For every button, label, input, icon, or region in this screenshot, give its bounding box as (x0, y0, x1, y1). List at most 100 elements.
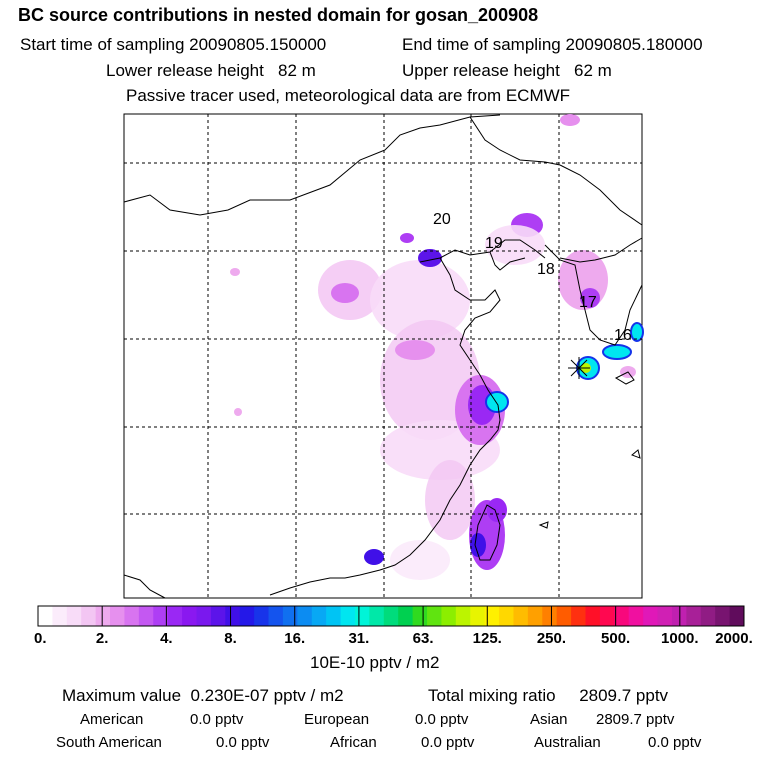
lower-height-label: Lower release height (106, 61, 264, 80)
colorbar-tick-label: 1000. (661, 630, 699, 647)
colorbar-cell (297, 606, 313, 626)
end-time-value: 20090805.180000 (565, 35, 703, 54)
colorbar-cell (513, 606, 529, 626)
region-australian: Australian (534, 734, 601, 751)
coastline-taiwan (474, 504, 501, 561)
upper-height-label: Upper release height (402, 61, 560, 80)
colorbar-cell (427, 606, 442, 626)
region-african: African (330, 734, 377, 751)
colorbar-cell (484, 606, 500, 626)
colorbar-cell (643, 606, 659, 626)
upper-height: Upper release height 62 m (402, 61, 612, 81)
region-american-value: 0.0 pptv (190, 711, 244, 728)
end-time: End time of sampling 20090805.180000 (402, 35, 703, 55)
region-asian: Asian (530, 711, 568, 728)
trajectory-labels: 20 19 18 17 16 (433, 211, 632, 344)
border-line (469, 116, 561, 166)
colorbar-cell (340, 606, 356, 626)
field-blob (470, 533, 486, 557)
start-time-value: 20090805.150000 (189, 35, 327, 54)
trajectory-label: 19 (485, 235, 503, 252)
colorbar-tick-label: 500. (601, 630, 630, 647)
region-south-american-value: 0.0 pptv (216, 734, 270, 751)
field-blob (418, 249, 442, 267)
colorbar-cell (153, 606, 169, 626)
colorbar-cell (254, 606, 270, 626)
colorbar-cell (412, 606, 428, 626)
colorbar-cell (686, 606, 702, 626)
chart-title: BC source contributions in nested domain… (18, 5, 539, 25)
colorbar-cell (138, 606, 154, 626)
total-mixing-ratio: Total mixing ratio 2809.7 pptv (428, 686, 668, 706)
region-european: European (304, 711, 370, 728)
border-line (559, 164, 643, 226)
colorbar-cell (470, 606, 486, 626)
colorbar-cell (614, 606, 630, 626)
colorbar-cell (311, 606, 327, 626)
grid-lines (124, 114, 642, 598)
region-american: American (80, 711, 143, 728)
colorbar-tick-label: 16. (284, 630, 305, 647)
field-blob (487, 498, 507, 522)
field-blob (400, 233, 414, 243)
colorbar-cell (167, 606, 183, 626)
colorbar-cell (455, 606, 471, 626)
max-label: Maximum value (62, 686, 182, 705)
colorbar-units: 10E-10 pptv / m2 (310, 653, 440, 672)
colorbar-cell (182, 606, 197, 626)
map-frame (123, 113, 643, 599)
colorbar-cell (499, 606, 514, 626)
colorbar-cell (66, 606, 82, 626)
colorbar-tick-label: 2000. (715, 630, 753, 647)
colorbar-cell (585, 606, 601, 626)
upper-height-value: 62 m (574, 61, 612, 80)
colorbar-cell (599, 606, 615, 626)
colorbar-cell (441, 606, 457, 626)
region-european-value: 0.0 pptv (415, 711, 469, 728)
colorbar-cell (110, 606, 125, 626)
colorbar-cell (225, 606, 241, 626)
field-peak (602, 344, 632, 360)
total-value: 2809.7 pptv (579, 686, 669, 705)
colorbar-cell (95, 606, 111, 626)
colorbar-cell (81, 606, 97, 626)
field-blob (370, 260, 470, 340)
trajectory-label: 18 (537, 261, 555, 278)
field-blob (364, 549, 384, 565)
colorbar-tick-label: 63. (413, 630, 434, 647)
colorbar-tick-label: 0. (34, 630, 47, 647)
field-blob (234, 408, 242, 416)
colorbar-tick-label: 31. (348, 630, 369, 647)
colorbar-cell (282, 606, 298, 626)
colorbar-cell (38, 606, 53, 626)
source-field (230, 114, 644, 580)
field-peak (485, 391, 509, 413)
trajectory-label: 20 (433, 211, 451, 228)
colorbar-tick-label: 125. (473, 630, 502, 647)
coastline-bohai (489, 251, 526, 271)
colorbar-cell (52, 606, 68, 626)
colorbar-cell (657, 606, 673, 626)
field-blob (390, 540, 450, 580)
colorbar-cell (326, 606, 342, 626)
region-south-american: South American (56, 734, 162, 751)
field-blob (485, 225, 545, 265)
coastline-china (269, 257, 501, 596)
region-african-value: 0.0 pptv (421, 734, 475, 751)
colorbar-cell (556, 606, 572, 626)
max-value: 0.230E-07 pptv / m2 (190, 686, 344, 705)
border-line (123, 114, 501, 216)
island (538, 521, 549, 529)
colorbar-cell (210, 606, 226, 626)
total-label: Total mixing ratio (428, 686, 556, 705)
field-blob (580, 288, 600, 308)
start-time: Start time of sampling 20090805.150000 (20, 35, 326, 55)
colorbar-cell (729, 606, 745, 626)
colorbar-cell (239, 606, 255, 626)
colorbar-cell (124, 606, 140, 626)
field-blob (331, 283, 359, 303)
border-line (559, 237, 643, 263)
colorbar-cell (383, 606, 399, 626)
colorbar-cell (398, 606, 414, 626)
